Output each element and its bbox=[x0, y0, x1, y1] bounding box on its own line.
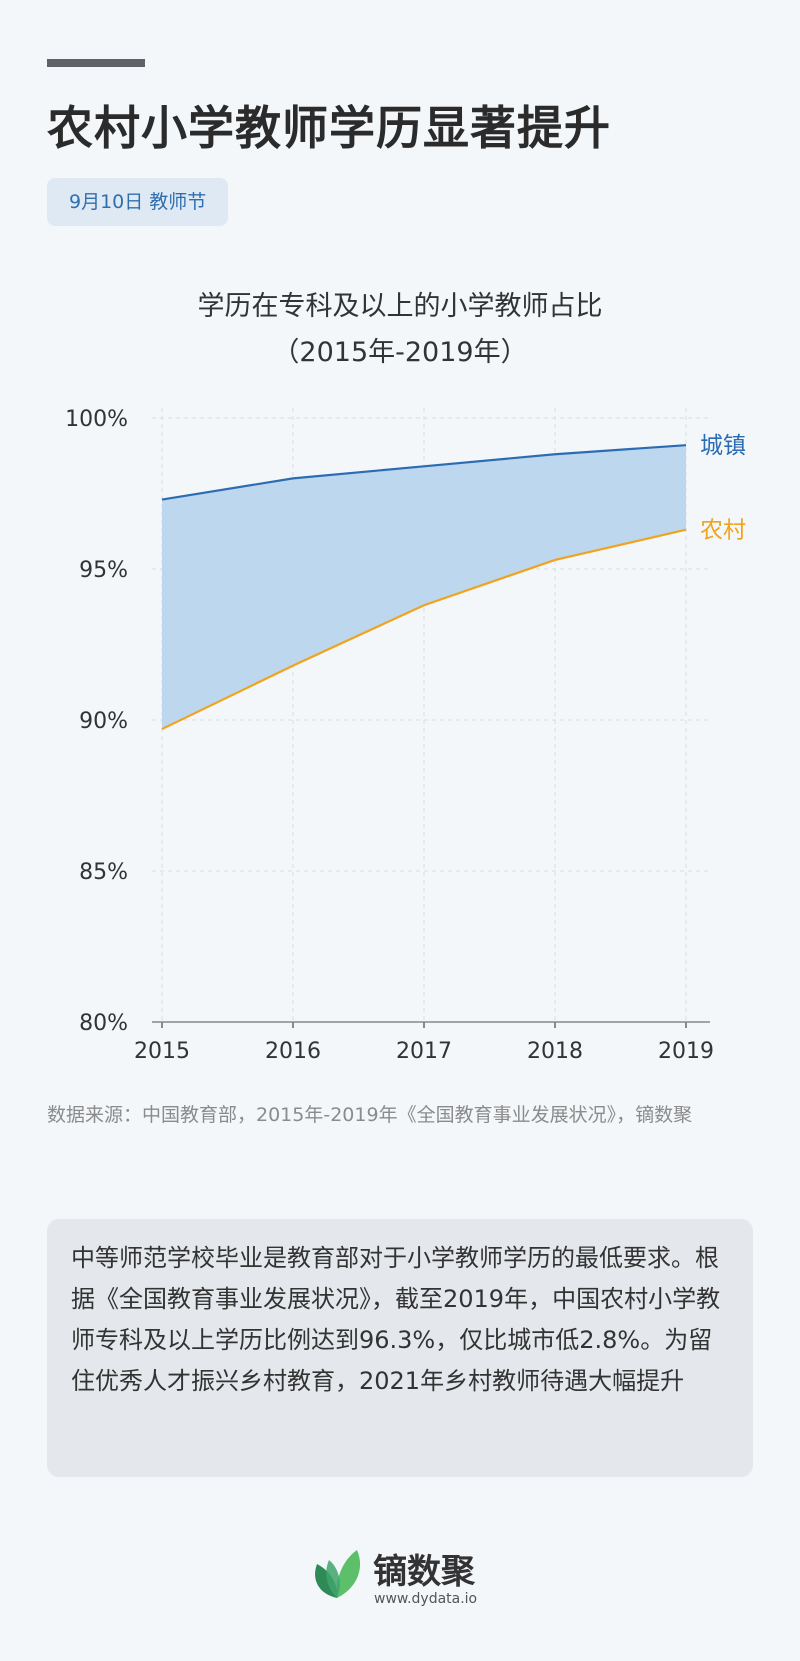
brand-name: 镝数聚 bbox=[373, 1552, 475, 1592]
note-text: 中等师范学校毕业是教育部对于小学教师学历的最低要求。根据《全国教育事业发展状况》… bbox=[71, 1244, 721, 1395]
x-tick-label: 2016 bbox=[265, 1039, 321, 1064]
y-tick-label: 95% bbox=[79, 558, 128, 583]
y-tick-label: 90% bbox=[79, 709, 128, 734]
y-tick-label: 80% bbox=[79, 1011, 128, 1036]
y-tick-label: 100% bbox=[65, 407, 128, 432]
area-between-series bbox=[162, 445, 686, 730]
x-tick-label: 2015 bbox=[134, 1039, 190, 1064]
leaf-icon bbox=[315, 1550, 361, 1598]
series-label: 农村 bbox=[700, 518, 746, 544]
data-source: 数据来源：中国教育部，2015年-2019年《全国教育事业发展状况》，镝数聚 bbox=[47, 1104, 693, 1126]
title-accent-bar bbox=[47, 59, 145, 67]
brand-url: www.dydata.io bbox=[374, 1591, 478, 1607]
x-tick-label: 2018 bbox=[527, 1039, 583, 1064]
brand-logo: 镝数聚 www.dydata.io bbox=[307, 1540, 507, 1610]
series-label: 城镇 bbox=[700, 433, 746, 459]
x-tick-label: 2019 bbox=[658, 1039, 714, 1064]
y-tick-label: 85% bbox=[79, 860, 128, 885]
note-box: 中等师范学校毕业是教育部对于小学教师学历的最低要求。根据《全国教育事业发展状况》… bbox=[47, 1219, 753, 1477]
date-tag: 9月10日 教师节 bbox=[47, 178, 229, 226]
page-title: 农村小学教师学历显著提升 bbox=[47, 101, 611, 155]
chart-title: 学历在专科及以上的小学教师占比 bbox=[197, 291, 603, 322]
chart-subtitle: （2015年-2019年） bbox=[272, 337, 528, 368]
x-tick-label: 2017 bbox=[396, 1039, 452, 1064]
